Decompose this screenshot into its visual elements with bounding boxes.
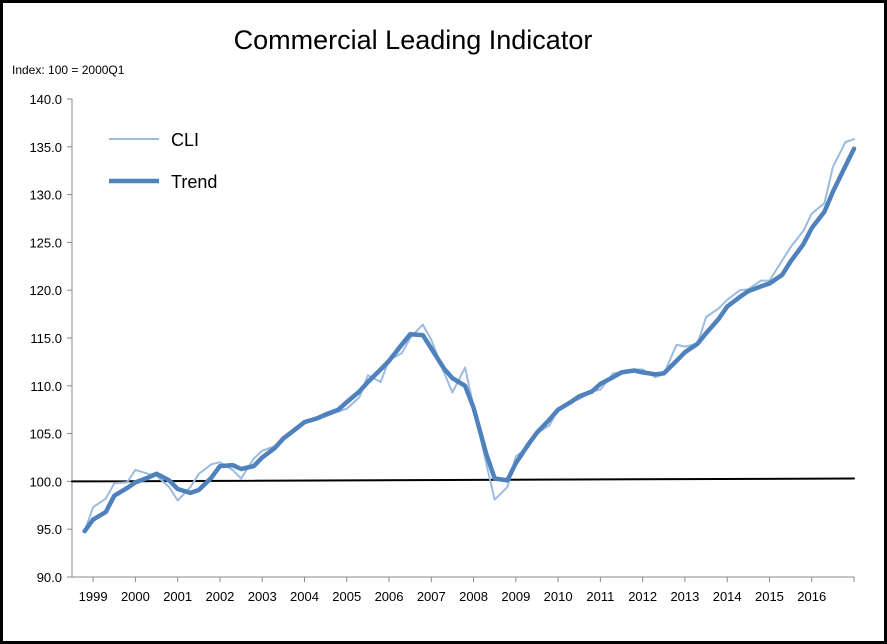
x-tick-label: 2001 — [163, 589, 192, 604]
y-tick-label: 100.0 — [29, 474, 62, 489]
y-tick-label: 120.0 — [29, 283, 62, 298]
x-tick-label: 2013 — [670, 589, 699, 604]
y-tick-label: 110.0 — [30, 379, 62, 394]
x-tick-label: 2005 — [332, 589, 361, 604]
index-base-note: Index: 100 = 2000Q1 — [12, 63, 125, 77]
x-tick-label: 2016 — [797, 589, 826, 604]
x-tick-label: 2008 — [459, 589, 488, 604]
y-tick-label: 105.0 — [29, 427, 62, 442]
x-tick-label: 2015 — [755, 589, 784, 604]
x-tick-label: 2012 — [628, 589, 657, 604]
x-tick-label: 2010 — [544, 589, 573, 604]
x-tick-label: 2003 — [248, 589, 277, 604]
y-tick-label: 115.0 — [30, 331, 62, 346]
y-tick-label: 135.0 — [29, 140, 62, 155]
x-tick-label: 2007 — [417, 589, 446, 604]
x-tick-label: 1999 — [79, 589, 108, 604]
x-tick-label: 2006 — [375, 589, 404, 604]
x-tick-label: 2009 — [501, 589, 530, 604]
y-tick-label: 125.0 — [29, 235, 62, 250]
y-tick-label: 140.0 — [29, 92, 62, 107]
x-tick-label: 2011 — [586, 589, 614, 604]
chart-title: Commercial Leading Indicator — [233, 25, 593, 55]
trend-line — [82, 146, 857, 534]
line-chart: 90.0 95.0 100.0 105.0 110.0 115.0 120.0 125.0 13… — [29, 92, 857, 604]
y-tick-label: 130.0 — [29, 188, 62, 203]
legend-label-cli: CLI — [171, 130, 199, 150]
y-tick-label: 90.0 — [37, 570, 62, 585]
baseline-100-line — [71, 477, 855, 483]
legend-label-trend: Trend — [171, 172, 217, 192]
x-tick-label: 2014 — [713, 589, 742, 604]
y-tick-label: 95.0 — [37, 522, 62, 537]
x-tick-label: 2004 — [290, 589, 319, 604]
x-tick-label: 2000 — [121, 589, 150, 604]
cli-line — [83, 138, 855, 533]
x-tick-label: 2002 — [205, 589, 234, 604]
